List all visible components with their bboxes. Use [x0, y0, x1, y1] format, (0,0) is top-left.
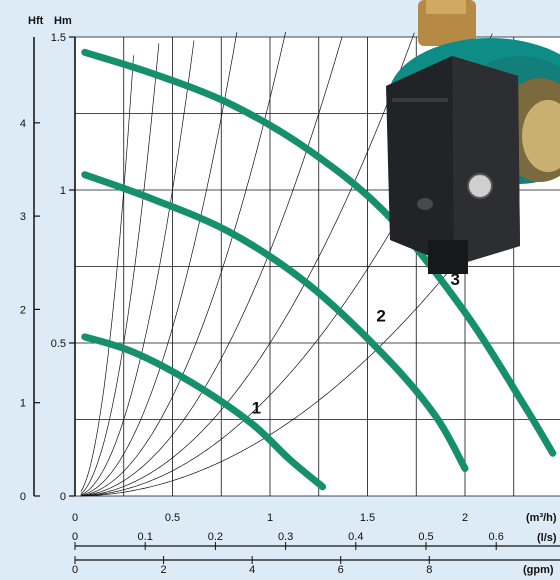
y-inner-axis-label: Hm	[54, 15, 72, 27]
y-inner-tick-label: 0	[60, 491, 66, 503]
x-tertiary-tick-label: 0	[72, 564, 78, 576]
system-curve-6	[80, 32, 238, 496]
system-curve-7	[80, 40, 195, 496]
x-primary-tick-label: 2	[462, 512, 468, 524]
x-primary-tick-label: 0	[72, 512, 78, 524]
y-outer-tick-label: 1	[20, 398, 26, 410]
y-outer-tick-label: 3	[20, 211, 26, 223]
system-curve-8	[80, 43, 160, 495]
system-curve-9	[80, 55, 134, 492]
x-primary-tick-label: 1	[267, 512, 273, 524]
y-outer-tick-label: 0	[20, 491, 26, 503]
x-tertiary-tick-label: 2	[161, 564, 167, 576]
x-secondary-tick-label: 0.2	[208, 531, 223, 543]
x-primary-unit: (m³/h)	[526, 512, 557, 524]
y-inner-tick-label: 1	[60, 185, 66, 197]
x-primary-tick-label: 1.5	[360, 512, 375, 524]
y-outer-axis-label: Hft	[28, 15, 44, 27]
x-secondary-tick-label: 0.1	[138, 531, 153, 543]
y-outer-tick-label: 4	[20, 118, 26, 130]
x-tertiary-tick-label: 8	[426, 564, 432, 576]
curve-label-1: 1	[252, 398, 261, 417]
pump-product-image	[386, 0, 560, 274]
curve-label-3: 3	[451, 270, 460, 289]
x-secondary-tick-label: 0	[72, 531, 78, 543]
x-secondary-tick-label: 0.4	[348, 531, 363, 543]
x-secondary-tick-label: 0.5	[418, 531, 433, 543]
x-tertiary-tick-label: 4	[249, 564, 255, 576]
x-primary-tick-label: 0.5	[165, 512, 180, 524]
x-secondary-tick-label: 0.6	[489, 531, 504, 543]
pump-curve-2	[81, 171, 469, 472]
x-tertiary-tick-label: 6	[338, 564, 344, 576]
curve-label-2: 2	[376, 307, 385, 326]
system-curve-4	[80, 36, 343, 497]
y-inner-tick-label: 1.5	[51, 32, 66, 44]
x-tertiary-unit: (gpm)	[523, 564, 554, 576]
x-secondary-tick-label: 0.3	[278, 531, 293, 543]
y-outer-tick-label: 2	[20, 304, 26, 316]
system-curve-5	[80, 31, 286, 496]
y-inner-tick-label: 0.5	[51, 338, 66, 350]
system-curve-3	[80, 32, 415, 497]
x-secondary-unit: (l/s)	[537, 532, 557, 544]
pump-curve-1	[81, 333, 327, 491]
pump-curve-3	[81, 48, 557, 457]
